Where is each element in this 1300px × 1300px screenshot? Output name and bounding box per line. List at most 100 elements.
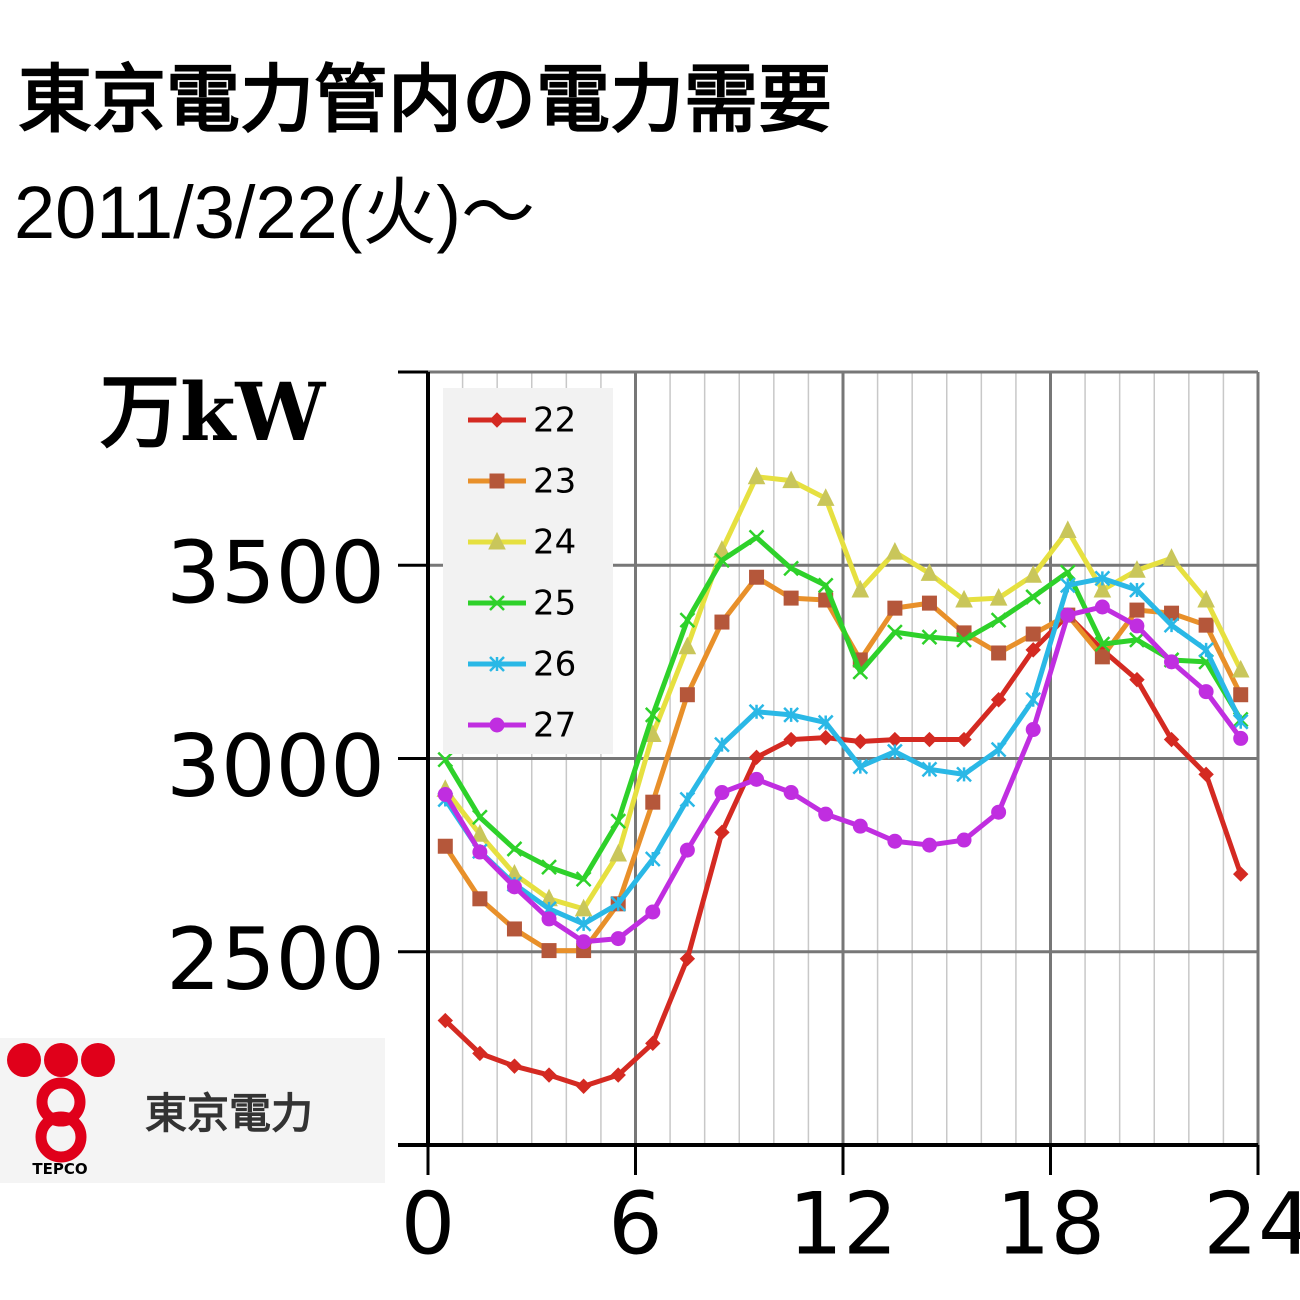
marker [851, 579, 870, 598]
y-tick-label: 3000 [166, 717, 385, 817]
marker [472, 891, 488, 907]
marker [1128, 560, 1146, 578]
marker [990, 741, 1007, 758]
marker [575, 916, 592, 932]
marker [541, 943, 557, 959]
marker [1129, 671, 1145, 688]
marker [1129, 631, 1145, 648]
marker [990, 692, 1007, 708]
marker [748, 703, 765, 720]
marker [956, 766, 972, 783]
marker [852, 733, 868, 750]
marker [645, 904, 661, 920]
legend-label: 26 [533, 645, 576, 685]
marker [610, 895, 627, 912]
legend-marker [489, 717, 505, 733]
marker [817, 714, 834, 731]
marker [1198, 642, 1215, 658]
marker [783, 590, 799, 606]
marker [1232, 713, 1249, 730]
marker [506, 841, 523, 857]
marker [1060, 607, 1076, 623]
legend-marker [489, 412, 505, 428]
marker [1093, 579, 1112, 598]
marker [576, 934, 592, 950]
legend-marker [489, 473, 505, 489]
marker [749, 569, 765, 585]
marker [506, 921, 522, 937]
series-line [443, 474, 1243, 912]
marker [506, 1058, 523, 1074]
marker [471, 809, 488, 826]
marker [886, 624, 903, 640]
logo-dot [44, 1043, 78, 1077]
marker [1025, 626, 1041, 642]
marker [1198, 766, 1214, 783]
marker [747, 466, 766, 485]
y-tick-label: 2500 [166, 910, 385, 1010]
marker [713, 540, 731, 558]
marker [817, 577, 834, 594]
marker [852, 818, 868, 834]
marker [1197, 589, 1215, 608]
marker [679, 842, 695, 858]
marker [1164, 654, 1180, 670]
y-tick-label: 3500 [166, 524, 385, 624]
marker [1233, 866, 1249, 882]
marker [645, 794, 661, 810]
series [437, 599, 1249, 950]
legend-label: 24 [533, 523, 576, 563]
marker [921, 761, 938, 778]
marker [990, 612, 1007, 629]
marker [437, 786, 453, 802]
marker [645, 1035, 661, 1052]
chart-subtitle: 2011/3/22(火)～ [14, 171, 535, 254]
legend-box [443, 388, 613, 754]
marker [679, 791, 696, 808]
marker [921, 731, 938, 748]
logo-abbr: TEPCO [32, 1160, 87, 1178]
marker [818, 729, 834, 746]
marker [955, 589, 973, 608]
x-tick-label: 6 [608, 1174, 663, 1274]
logo: TEPCO 東京電力 [0, 1038, 385, 1183]
legend-label: 22 [533, 401, 576, 441]
marker [472, 1045, 488, 1062]
marker [714, 614, 730, 630]
marker [1094, 649, 1110, 665]
y-axis-label: 万kW [100, 365, 326, 459]
x-tick-label: 12 [788, 1174, 897, 1274]
marker [956, 731, 972, 748]
marker [920, 563, 939, 581]
marker [541, 859, 557, 875]
legend: 22 23 24 25 26 27 [443, 388, 613, 754]
series [437, 570, 1249, 932]
marker [610, 1067, 626, 1083]
marker [437, 751, 454, 768]
marker [1059, 577, 1076, 594]
marker [1094, 570, 1111, 587]
marker [679, 950, 696, 967]
marker [1198, 684, 1214, 700]
x-tick-label: 0 [401, 1174, 456, 1274]
marker [541, 911, 557, 927]
marker [437, 1012, 453, 1029]
marker [1198, 617, 1214, 633]
marker [437, 838, 453, 854]
marker [644, 706, 661, 723]
marker [575, 1078, 592, 1094]
marker [1024, 565, 1043, 583]
legend-label: 27 [533, 706, 576, 746]
marker [574, 898, 593, 917]
series-line [443, 575, 1243, 927]
marker [610, 813, 627, 829]
marker [1025, 691, 1042, 708]
marker [783, 785, 799, 801]
marker [1233, 730, 1249, 746]
marker [886, 541, 904, 560]
marker [921, 837, 937, 853]
marker [783, 706, 800, 723]
marker [783, 560, 800, 577]
marker [1162, 548, 1181, 566]
legend-marker [489, 656, 505, 672]
